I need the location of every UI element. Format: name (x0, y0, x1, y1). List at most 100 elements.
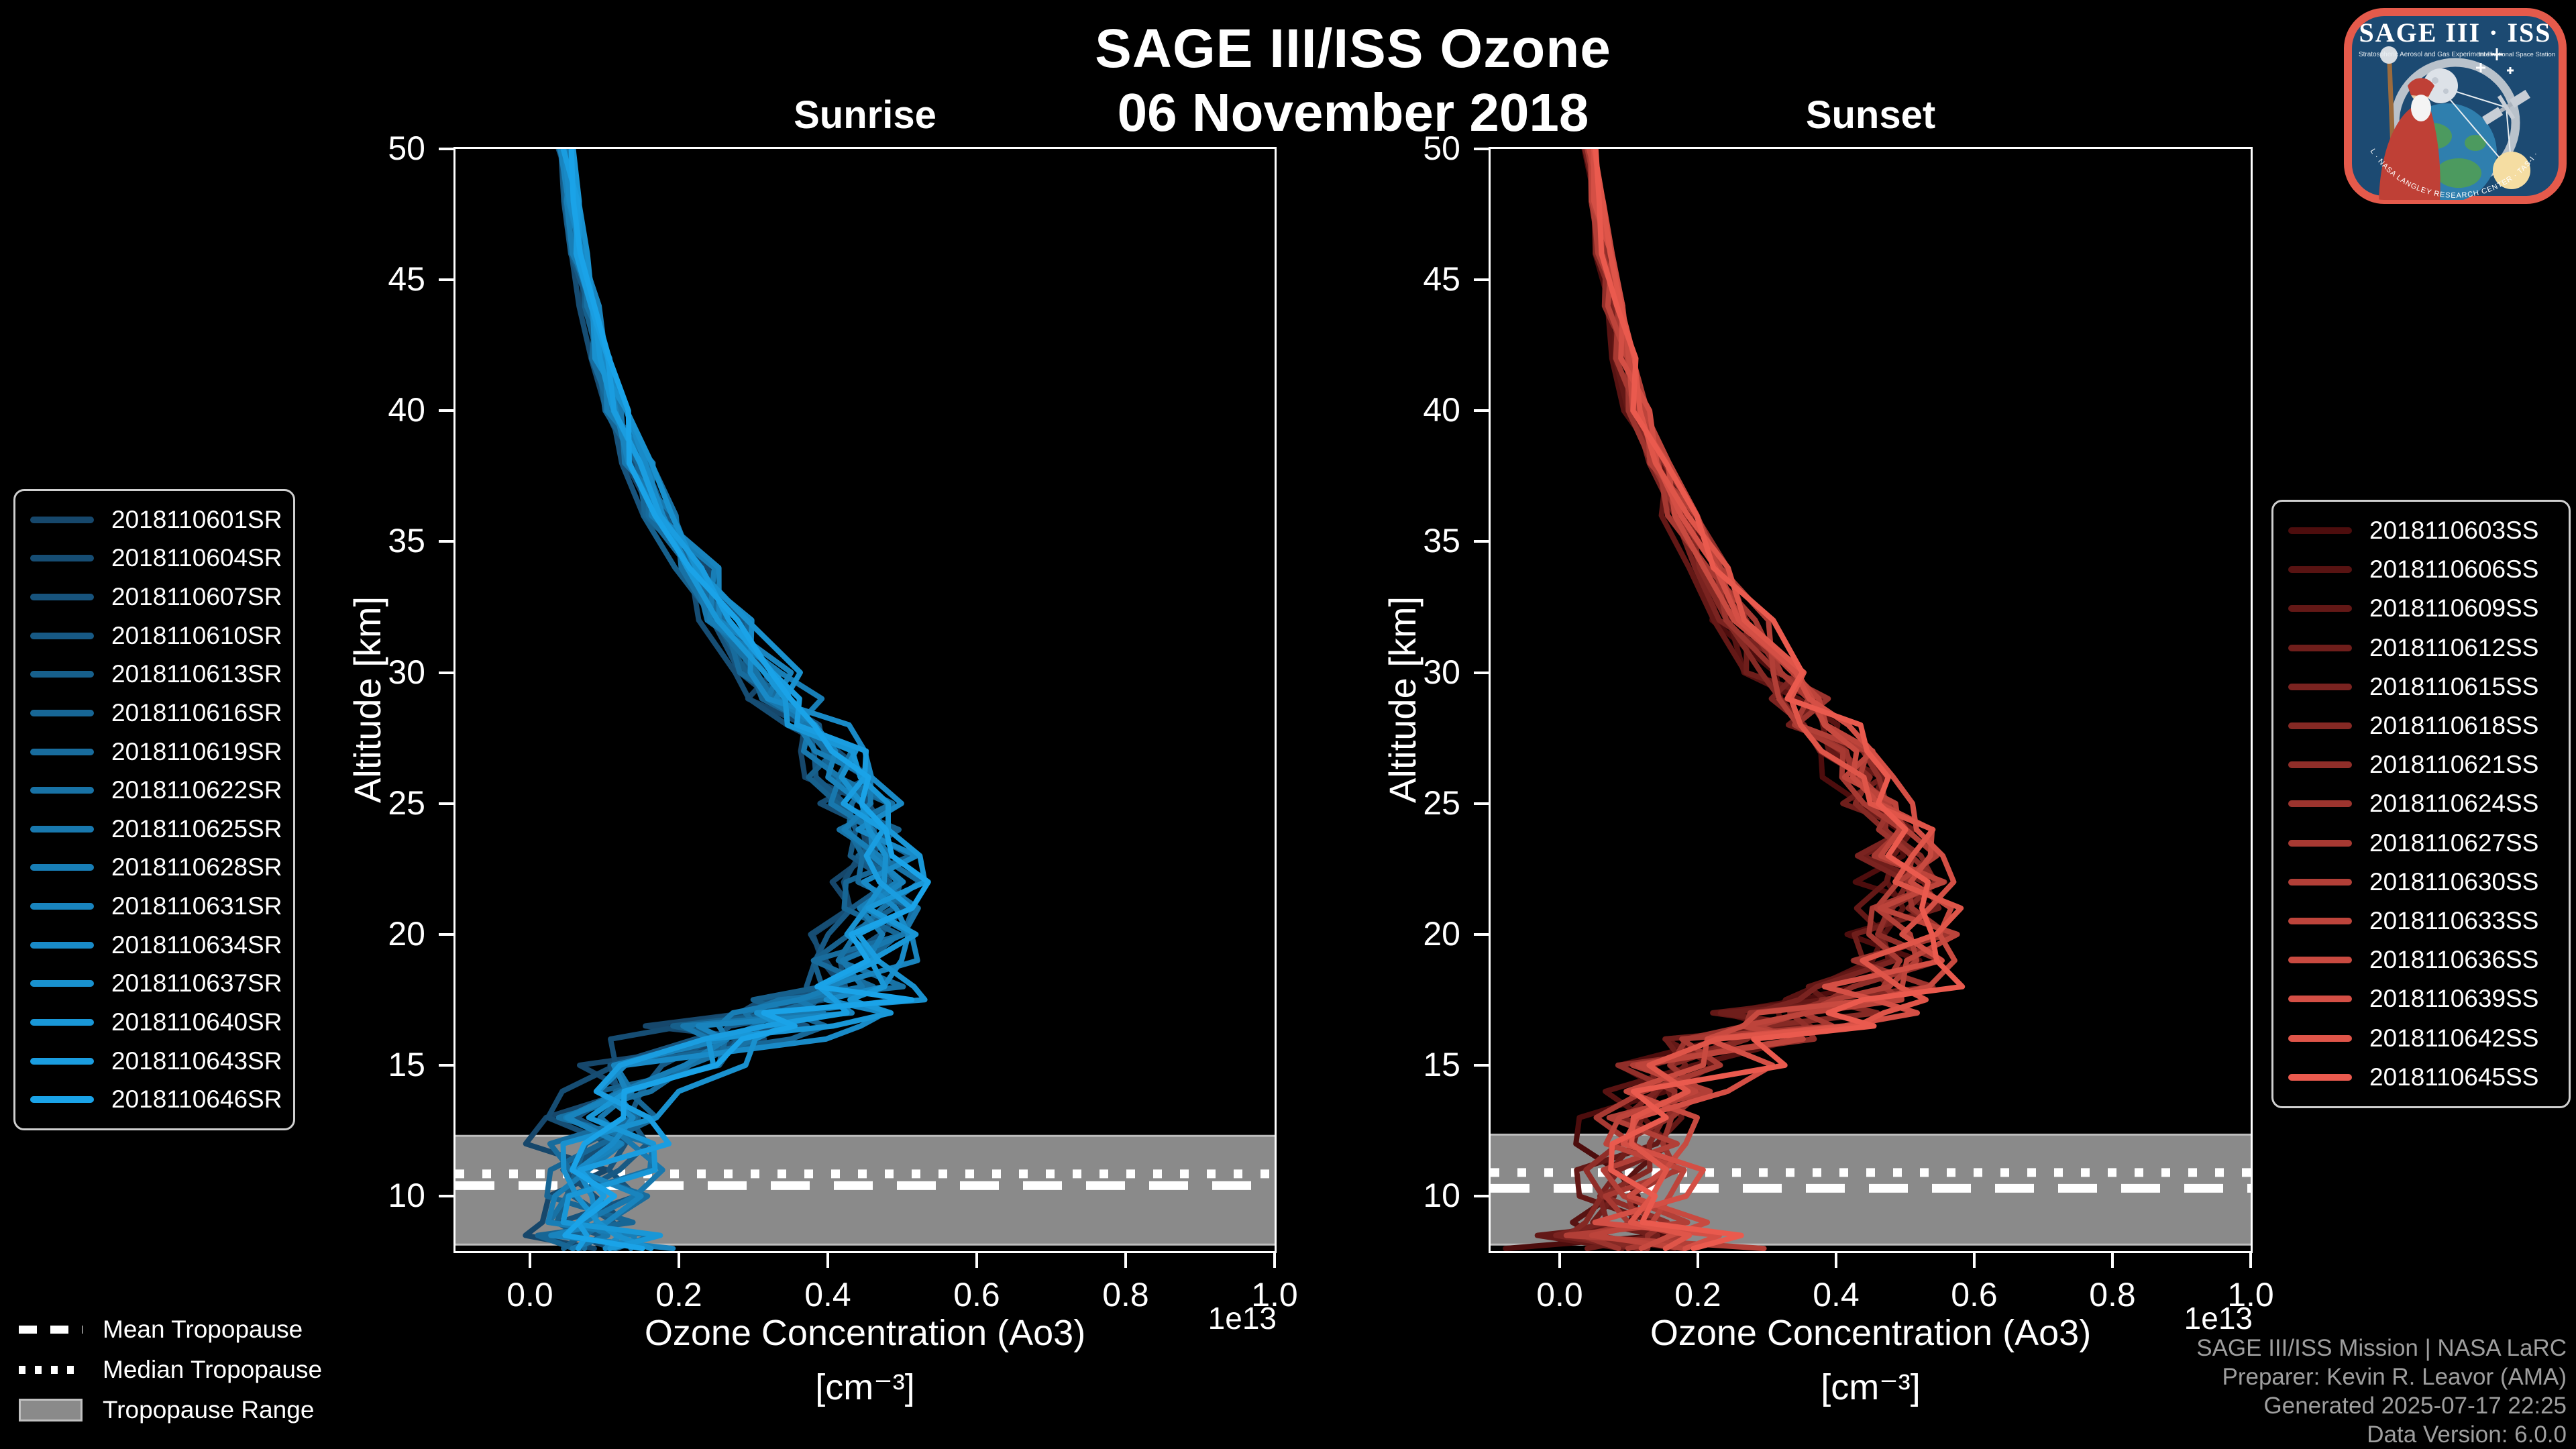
x-tick-label: 0.4 (804, 1276, 851, 1313)
legend-event-id: 2018110627SS (2369, 828, 2539, 857)
x-tick-mark (1558, 1251, 1561, 1268)
legend-event-id: 2018110624SS (2369, 790, 2539, 818)
y-tick-mark (1474, 278, 1491, 282)
legend-item-2018110609SS: 2018110609SS (2288, 594, 2554, 623)
legend-event-id: 2018110630SS (2369, 867, 2539, 896)
y-tick-mark (439, 148, 455, 150)
dashed-line-icon (19, 1326, 83, 1334)
y-tick-mark (1474, 148, 1491, 150)
x-tick-label: 1.0 (1251, 1276, 1298, 1313)
x-tick-label: 0.6 (1951, 1276, 1998, 1313)
legend-line-swatch (2288, 1034, 2352, 1042)
legend-item-2018110636SS: 2018110636SS (2288, 946, 2554, 974)
legend-event-id: 2018110628SR (111, 853, 282, 881)
y-tick-label: 45 (388, 260, 425, 299)
moon-icon (2423, 68, 2458, 103)
legend-item-2018110612SS: 2018110612SS (2288, 634, 2554, 662)
profile-line-2018110609SS (1534, 149, 1916, 1251)
legend-line-swatch (2288, 566, 2352, 574)
x-tick-mark (529, 1251, 531, 1268)
x-tick-mark (678, 1251, 680, 1268)
x-tick-label: 0.0 (1536, 1276, 1583, 1313)
y-tick-mark (1474, 671, 1491, 674)
credits-block: SAGE III/ISS Mission | NASA LaRC Prepare… (2196, 1334, 2567, 1449)
y-tick-mark (1474, 802, 1491, 805)
legend-line-swatch (30, 748, 94, 755)
sunset-y-axis-label: Altitude [km] (1381, 596, 1424, 804)
x-tick-label: 0.2 (1674, 1276, 1721, 1313)
sunrise-x-axis-label: Ozone Concentration (Ao3) (644, 1313, 1086, 1353)
legend-line-swatch (2288, 800, 2352, 808)
legend-event-id: 2018110643SR (111, 1046, 282, 1075)
y-tick-label: 25 (1423, 784, 1460, 822)
y-tick-mark (439, 802, 455, 805)
median-tropopause-label: Median Tropopause (103, 1356, 323, 1383)
y-tick-mark (1474, 409, 1491, 413)
mean-tropopause-legend-item: Mean Tropopause (19, 1309, 322, 1350)
legend-line-swatch (2288, 996, 2352, 1003)
legend-line-swatch (30, 1057, 94, 1065)
legend-event-id: 2018110606SS (2369, 555, 2539, 584)
legend-event-id: 2018110642SS (2369, 1024, 2539, 1052)
sage-iii-iss-mission-patch: SAGE III · ISS Stratospheric Aerosol and… (2341, 5, 2567, 204)
legend-line-swatch (2288, 957, 2352, 964)
y-tick-label: 25 (388, 784, 425, 822)
legend-item-2018110627SS: 2018110627SS (2288, 829, 2554, 857)
legend-item-2018110618SS: 2018110618SS (2288, 712, 2554, 740)
page-title: SAGE III/ISS Ozone (1095, 18, 1611, 79)
page-subtitle-date: 06 November 2018 (1117, 83, 1589, 142)
legend-line-swatch (2288, 1073, 2352, 1081)
y-tick-label: 20 (1423, 914, 1460, 953)
legend-line-swatch (2288, 527, 2352, 535)
x-tick-mark (1273, 1251, 1276, 1268)
legend-event-id: 2018110646SR (111, 1085, 282, 1114)
legend-item-2018110639SS: 2018110639SS (2288, 985, 2554, 1013)
legend-event-id: 2018110607SR (111, 583, 282, 611)
legend-event-id: 2018110634SR (111, 930, 282, 959)
legend-line-swatch (30, 671, 94, 678)
sunrise-plot-canvas (455, 149, 1275, 1251)
y-tick-mark (1474, 932, 1491, 936)
legend-event-id: 2018110640SR (111, 1008, 282, 1036)
legend-event-id: 2018110612SS (2369, 633, 2539, 661)
legend-line-swatch (30, 825, 94, 833)
mean-tropopause-label: Mean Tropopause (103, 1316, 303, 1343)
y-tick-mark (439, 409, 455, 413)
legend-item-2018110625SR: 2018110625SR (30, 815, 282, 843)
legend-event-id: 2018110618SS (2369, 712, 2539, 740)
sunrise-panel-title: Sunrise (794, 93, 936, 137)
legend-item-2018110603SS: 2018110603SS (2288, 517, 2554, 545)
x-tick-mark (1973, 1251, 1976, 1268)
legend-item-2018110613SR: 2018110613SR (30, 660, 282, 688)
legend-item-2018110622SR: 2018110622SR (30, 776, 282, 804)
legend-event-id: 2018110610SR (111, 621, 282, 649)
legend-item-2018110646SR: 2018110646SR (30, 1085, 282, 1114)
x-tick-label: 0.0 (506, 1276, 553, 1313)
star-sparkles-icon (2476, 48, 2514, 74)
legend-item-2018110633SS: 2018110633SS (2288, 907, 2554, 935)
sunset-plot-canvas (1491, 149, 2251, 1251)
legend-line-swatch (2288, 605, 2352, 612)
legend-item-2018110607SR: 2018110607SR (30, 583, 282, 611)
legend-line-swatch (30, 1018, 94, 1026)
patch-title: SAGE III · ISS (2359, 17, 2551, 48)
dotted-line-icon (19, 1366, 83, 1374)
legend-line-swatch (30, 632, 94, 639)
y-tick-label: 40 (388, 391, 425, 429)
profile-line-2018110634SR (561, 149, 920, 1251)
legend-line-swatch (30, 980, 94, 987)
legend-item-2018110631SR: 2018110631SR (30, 892, 282, 920)
legend-event-id: 2018110639SS (2369, 985, 2539, 1013)
legend-item-2018110628SR: 2018110628SR (30, 853, 282, 881)
legend-item-2018110643SR: 2018110643SR (30, 1047, 282, 1075)
legend-item-2018110640SR: 2018110640SR (30, 1008, 282, 1036)
profile-line-2018110603SS (1503, 149, 1939, 1251)
credit-preparer: Preparer: Kevin R. Leavor (AMA) (2222, 1364, 2567, 1390)
legend-line-swatch (30, 787, 94, 794)
y-tick-label: 15 (1423, 1045, 1460, 1083)
legend-item-2018110642SS: 2018110642SS (2288, 1024, 2554, 1053)
profile-line-2018110643SR (560, 149, 914, 1251)
wizard-icon (2379, 46, 2440, 200)
legend-line-swatch (2288, 644, 2352, 651)
sunset-panel-title: Sunset (1805, 93, 1936, 137)
